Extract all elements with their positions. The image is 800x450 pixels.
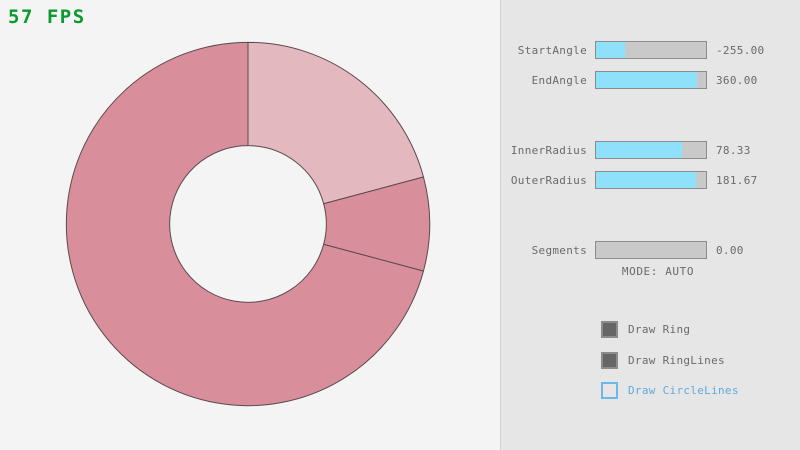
slider-track-segments[interactable] bbox=[595, 241, 707, 259]
slider-track-endangle[interactable] bbox=[595, 71, 707, 89]
slider-fill-endangle bbox=[596, 72, 698, 88]
checkbox-draw-circlelines[interactable] bbox=[601, 381, 618, 399]
control-panel: StartAngle -255.00 EndAngle 360.00 InnerRadi… bbox=[500, 0, 800, 450]
slider-track-outerradius[interactable] bbox=[595, 171, 707, 189]
donut-chart bbox=[65, 41, 431, 407]
slider-fill-startangle bbox=[596, 42, 625, 58]
mode-label: MODE: AUTO bbox=[621, 265, 695, 278]
donut-slice-2[interactable] bbox=[247, 41, 424, 205]
slider-row-startangle: StartAngle -255.00 bbox=[501, 40, 800, 60]
slider-label-segments: Segments bbox=[531, 243, 587, 257]
donut-slice-1[interactable] bbox=[65, 41, 424, 407]
fps-counter: 57 FPS bbox=[8, 6, 86, 28]
checkbox-row-draw-circlelines[interactable]: Draw CircleLines bbox=[601, 381, 739, 399]
checkbox-label-draw-circlelines: Draw CircleLines bbox=[628, 383, 739, 397]
slider-value-endangle: 360.00 bbox=[716, 73, 758, 87]
slider-label-outerradius: OuterRadius bbox=[510, 173, 587, 187]
checkbox-draw-ringlines[interactable] bbox=[601, 351, 618, 369]
checkbox-draw-ring[interactable] bbox=[601, 320, 618, 338]
slider-track-innerradius[interactable] bbox=[595, 141, 707, 159]
checkbox-row-draw-ring[interactable]: Draw Ring bbox=[601, 320, 690, 338]
slider-fill-outerradius bbox=[596, 172, 697, 188]
checkbox-label-draw-ringlines: Draw RingLines bbox=[628, 353, 725, 367]
checkbox-label-draw-ring: Draw Ring bbox=[628, 322, 691, 336]
slider-label-endangle: EndAngle bbox=[531, 73, 587, 87]
slider-value-innerradius: 78.33 bbox=[716, 143, 751, 157]
slider-row-segments: Segments 0.00 bbox=[501, 240, 800, 260]
slider-label-innerradius: InnerRadius bbox=[510, 143, 587, 157]
slider-row-innerradius: InnerRadius 78.33 bbox=[501, 140, 800, 160]
slider-value-outerradius: 181.67 bbox=[716, 173, 758, 187]
slider-fill-innerradius bbox=[596, 142, 682, 158]
donut-slice-3[interactable] bbox=[323, 176, 431, 272]
checkbox-row-draw-ringlines[interactable]: Draw RingLines bbox=[601, 351, 725, 369]
render-canvas[interactable]: 57 FPS bbox=[0, 0, 500, 450]
slider-value-startangle: -255.00 bbox=[716, 43, 765, 57]
slider-row-endangle: EndAngle 360.00 bbox=[501, 70, 800, 90]
slider-label-startangle: StartAngle bbox=[517, 43, 587, 57]
slider-track-startangle[interactable] bbox=[595, 41, 707, 59]
slider-value-segments: 0.00 bbox=[716, 243, 744, 257]
slider-row-outerradius: OuterRadius 181.67 bbox=[501, 170, 800, 190]
